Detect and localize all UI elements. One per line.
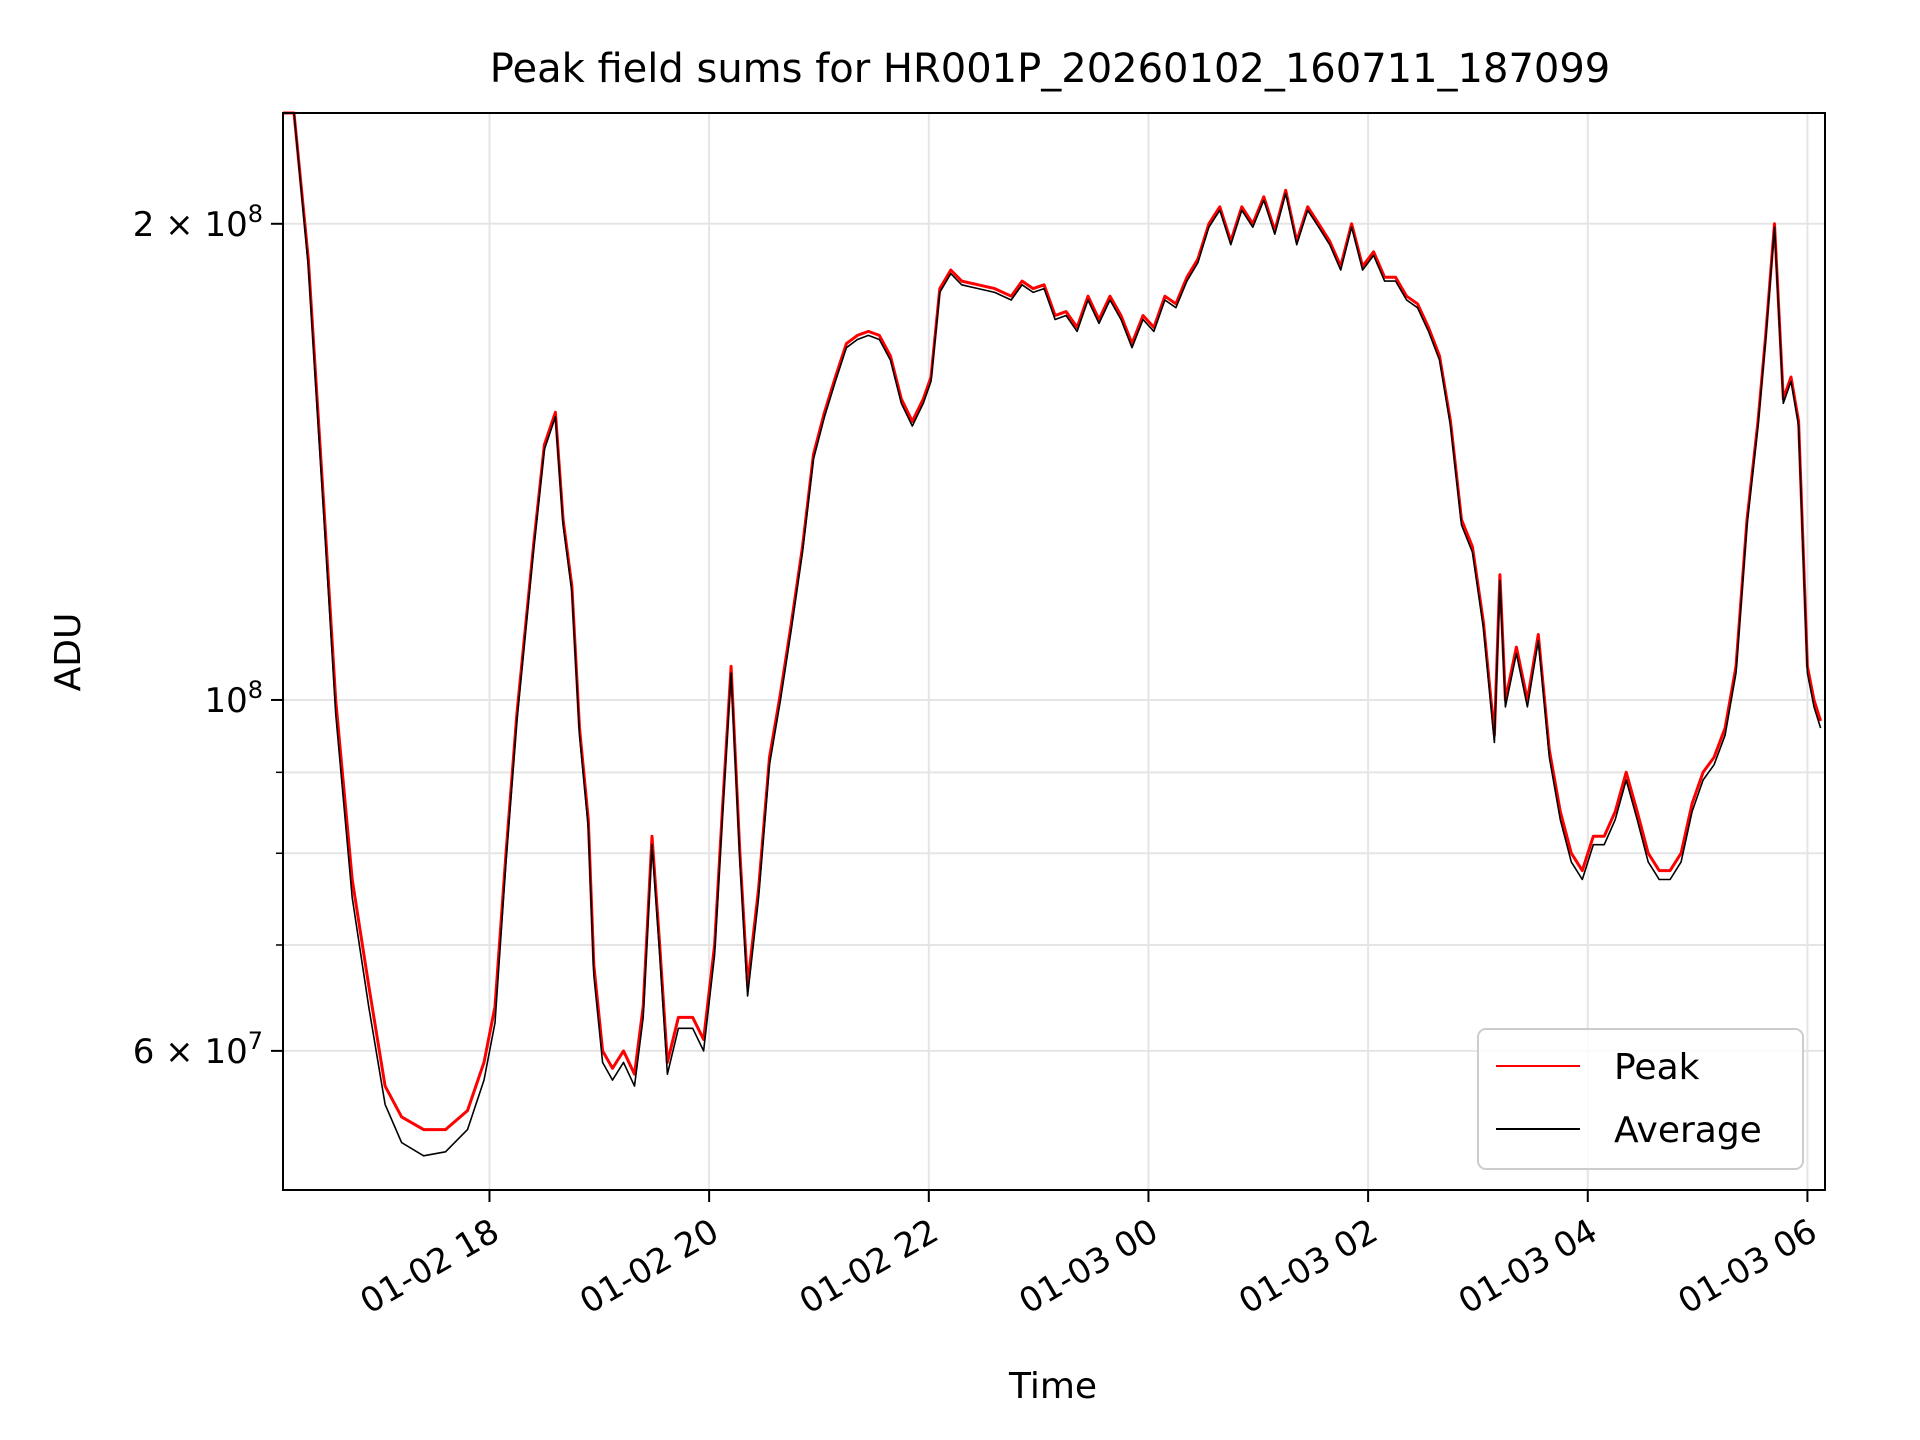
y-axis: 2 × 108 108 6 × 107 (133, 200, 283, 1072)
series-line-peak (283, 111, 1823, 1132)
plot-frame (282, 112, 1826, 1191)
y-axis-label: ADU (48, 613, 89, 692)
y-tick-label: 6 × 107 (133, 1027, 263, 1072)
series-layer (283, 111, 1823, 1157)
y-tick-label: 108 (204, 676, 263, 721)
x-axis-label: Time (1008, 1366, 1097, 1407)
chart-title: Peak field sums for HR001P_20260102_1607… (490, 46, 1610, 92)
legend-label-average: Average (1614, 1110, 1762, 1151)
legend: Peak Average (1477, 1028, 1804, 1170)
plot-area (282, 111, 1826, 1191)
series-line-average (283, 112, 1822, 1157)
y-tick-label: 2 × 108 (133, 200, 263, 245)
legend-label-peak: Peak (1614, 1047, 1700, 1088)
legend-box (1477, 1028, 1804, 1170)
